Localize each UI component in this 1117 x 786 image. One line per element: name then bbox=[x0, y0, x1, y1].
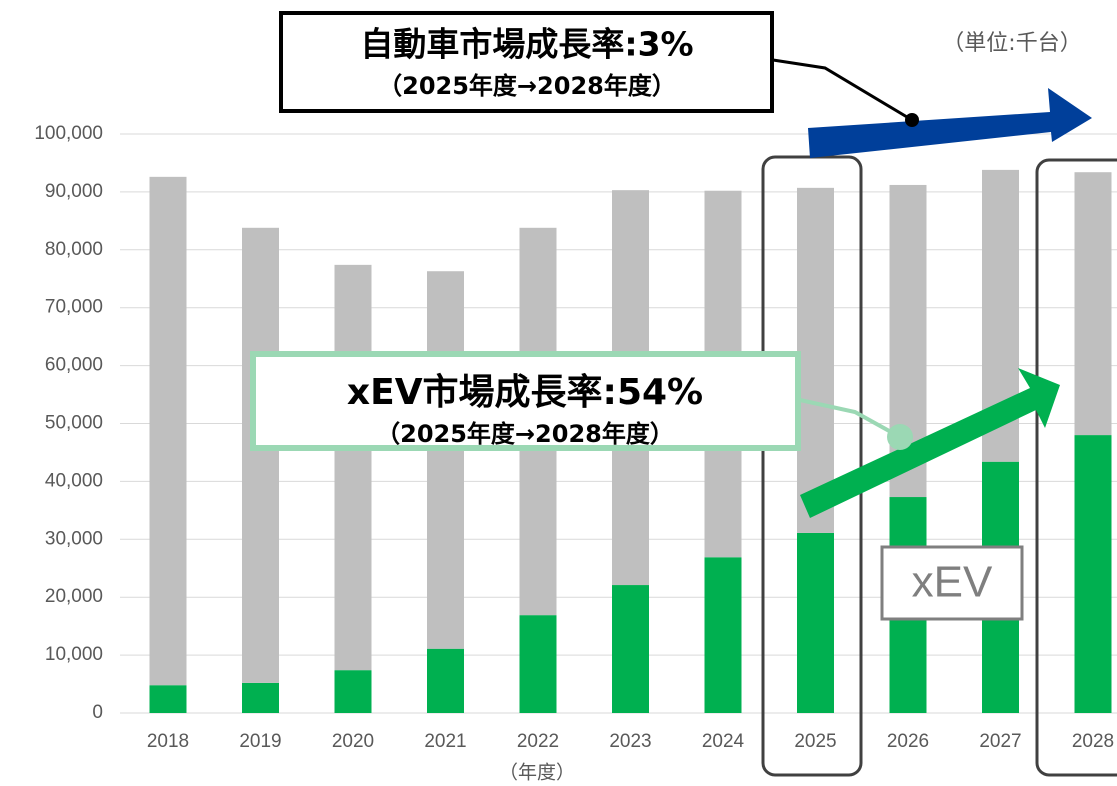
bar-segment bbox=[797, 532, 834, 713]
bar-segment bbox=[334, 670, 372, 713]
annotation-sub: （2025年度→2028年度） bbox=[378, 72, 676, 100]
series-label: xEV bbox=[912, 558, 993, 607]
bar-segment bbox=[612, 585, 649, 713]
annotation-sub: （2025年度→2028年度） bbox=[376, 420, 674, 448]
highlight-2028 bbox=[1035, 158, 1117, 777]
x-axis-label: （年度） bbox=[499, 762, 575, 784]
y-tick-label: 0 bbox=[92, 702, 103, 723]
callout-box bbox=[250, 351, 801, 451]
y-tick-label: 70,000 bbox=[45, 297, 103, 318]
y-tick-label: 10,000 bbox=[45, 644, 103, 665]
bar-segment bbox=[149, 176, 187, 686]
y-tick-label: 80,000 bbox=[45, 239, 103, 260]
annotation: xEV市場成長率:54% bbox=[347, 372, 703, 413]
x-tick-label: 2021 bbox=[424, 731, 466, 752]
x-tick-label: 2020 bbox=[332, 731, 374, 752]
unit-label: （単位:千台） bbox=[942, 31, 1081, 56]
callout-line bbox=[799, 398, 901, 439]
bar-segment bbox=[334, 264, 372, 671]
bar-segment bbox=[427, 648, 464, 713]
series-label-box bbox=[880, 545, 1024, 621]
bar-segment bbox=[1074, 435, 1112, 713]
ticks: 0 10,000 20,000 30,000 40,000 50,000 60,000 70,… bbox=[34, 123, 1114, 752]
y-tick-label: 30,000 bbox=[45, 528, 103, 549]
bar-segment bbox=[427, 271, 464, 649]
bar-segment bbox=[519, 615, 557, 713]
y-tick-label: 100,000 bbox=[34, 123, 103, 144]
bar-segment bbox=[797, 187, 834, 533]
y-tick-label: 60,000 bbox=[45, 355, 103, 376]
x-tick-label: 2025 bbox=[794, 731, 836, 752]
x-tick-label: 2022 bbox=[517, 731, 559, 752]
y-tick-label: 40,000 bbox=[45, 470, 103, 491]
bar-segment bbox=[1074, 172, 1112, 436]
y-tick-label: 20,000 bbox=[45, 586, 103, 607]
callout-box bbox=[279, 11, 774, 113]
y-tick-label: 50,000 bbox=[45, 413, 103, 434]
bar-segment bbox=[149, 685, 187, 713]
bar-segment bbox=[704, 557, 742, 713]
x-tick-label: 2027 bbox=[979, 731, 1021, 752]
x-tick-label: 2023 bbox=[609, 731, 651, 752]
x-tick-label: 2018 bbox=[147, 731, 189, 752]
x-tick-label: 2028 bbox=[1072, 731, 1114, 752]
x-tick-label: 2024 bbox=[702, 731, 745, 752]
x-tick-label: 2019 bbox=[239, 731, 281, 752]
callout-line bbox=[772, 58, 913, 122]
x-tick-label: 2026 bbox=[887, 731, 929, 752]
y-tick-label: 90,000 bbox=[45, 181, 103, 202]
blue-arrow bbox=[808, 88, 1092, 158]
bar-segment bbox=[242, 682, 279, 713]
bar-segment bbox=[242, 227, 279, 683]
callout-dot bbox=[887, 424, 913, 450]
annotation: 自動車市場成長率:3% bbox=[360, 25, 693, 64]
callout-dot bbox=[905, 113, 919, 127]
green-arrow bbox=[800, 368, 1060, 518]
